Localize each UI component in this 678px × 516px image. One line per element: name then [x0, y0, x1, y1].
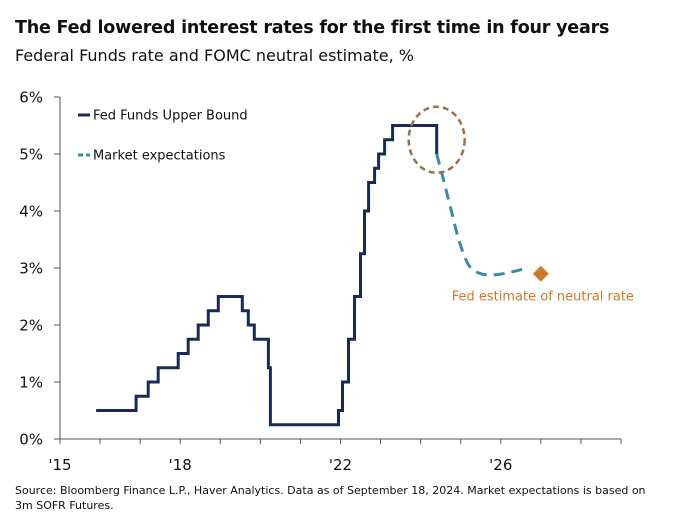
- chart-title: The Fed lowered interest rates for the f…: [15, 18, 610, 38]
- y-tick-label: 5%: [19, 146, 43, 164]
- y-tick-label: 0%: [19, 431, 43, 449]
- series-line-market-expectations: [435, 153, 530, 277]
- y-tick-label: 2%: [19, 317, 43, 335]
- y-tick-label: 3%: [19, 260, 43, 278]
- chart-subtitle: Federal Funds rate and FOMC neutral esti…: [15, 46, 414, 65]
- y-tick-label: 6%: [19, 89, 43, 107]
- source-note: Source: Bloomberg Finance L.P., Haver An…: [15, 484, 646, 512]
- y-tick-label: 4%: [19, 203, 43, 221]
- neutral-rate-diamond-marker: [532, 265, 549, 282]
- chart-area: 0% 1% 2% 3% 4% 5% 6% '15 '18 '22 '26 Fed estimate o…: [19, 89, 634, 475]
- x-tick-label: '18: [169, 456, 192, 474]
- y-tick-label: 1%: [19, 374, 43, 392]
- x-tick-label: '22: [329, 456, 352, 474]
- x-tick-label: '15: [48, 456, 71, 474]
- series-line-fed-funds: [96, 124, 439, 427]
- legend-label-market: Market expectations: [93, 149, 226, 164]
- x-tick-label: '26: [489, 456, 512, 474]
- highlight-circle: [407, 105, 466, 174]
- legend-label-fed-funds: Fed Funds Upper Bound: [93, 109, 248, 124]
- neutral-rate-label: Fed estimate of neutral rate: [452, 290, 634, 305]
